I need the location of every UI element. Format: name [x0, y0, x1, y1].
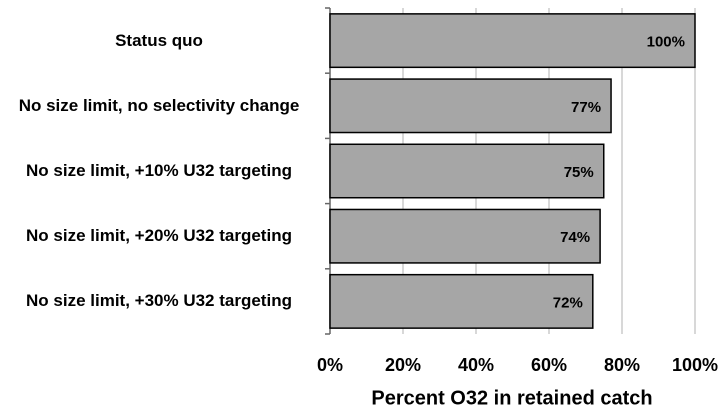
x-tick-label: 40%: [458, 355, 494, 375]
y-tick-label: No size limit, +10% U32 targeting: [26, 161, 292, 180]
y-tick-label: No size limit, +20% U32 targeting: [26, 226, 292, 246]
y-tick-label: No size limit, no selectivity change: [18, 95, 300, 115]
value-label: 100%: [647, 34, 685, 51]
x-tick-label: 0%: [317, 355, 343, 375]
y-tick-label: Status quo: [115, 30, 203, 50]
value-label: 77%: [571, 99, 601, 116]
bar: [329, 78, 612, 134]
bar: [329, 208, 601, 264]
x-tick-label: 60%: [531, 355, 567, 375]
bar: [329, 143, 605, 199]
y-tick-label: No size limit, +30% U32 targeting: [26, 291, 292, 311]
x-tick-label: 80%: [604, 355, 640, 375]
x-tick-label: 20%: [385, 355, 421, 375]
bar: [329, 273, 594, 329]
x-axis-label: Percent O32 in retained catch: [371, 387, 652, 409]
x-tick-label: 100%: [672, 355, 718, 375]
value-label: 75%: [564, 164, 594, 181]
bar: [329, 13, 696, 69]
value-label: 72%: [553, 294, 583, 311]
value-label: 74%: [560, 229, 590, 246]
